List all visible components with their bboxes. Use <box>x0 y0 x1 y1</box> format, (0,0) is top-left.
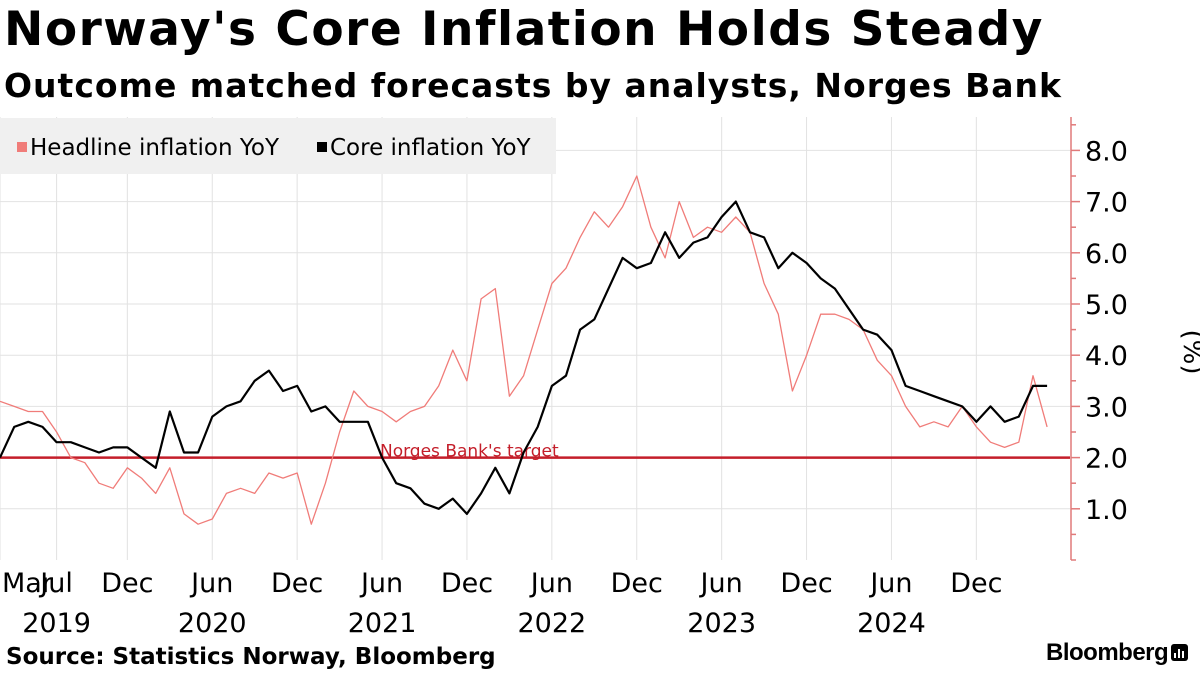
chart-title: Norway's Core Inflation Holds Steady <box>4 2 1044 57</box>
x-tick-label: Dec <box>780 568 832 599</box>
y-tick-label: 6.0 <box>1085 239 1128 270</box>
gridlines <box>0 117 1070 560</box>
legend: Headline inflation YoY Core inflation Yo… <box>0 118 556 174</box>
x-tick-label: Dec <box>271 568 323 599</box>
core-inflation-line <box>0 200 1048 516</box>
y-axis-label: (%) <box>1177 330 1200 375</box>
bloomberg-terminal-icon <box>1171 644 1189 661</box>
y-tick-label: 2.0 <box>1085 444 1128 475</box>
y-tick-label: 1.0 <box>1085 495 1128 526</box>
x-tick-label: Dec <box>950 568 1002 599</box>
source-note: Source: Statistics Norway, Bloomberg <box>6 644 496 670</box>
series-lines <box>0 175 1048 525</box>
y-axis: 1.0 2.0 3.0 4.0 5.0 6.0 7.0 8.0 <box>1070 117 1128 561</box>
x-year-label: 2021 <box>348 608 417 639</box>
y-tick-label: 7.0 <box>1085 188 1128 219</box>
x-tick-label: Jun <box>868 568 912 599</box>
bloomberg-logo: Bloomberg <box>1046 639 1189 667</box>
x-tick-label: Jul <box>38 568 73 599</box>
x-tick-label: Dec <box>101 568 153 599</box>
legend-label-core: Core inflation YoY <box>330 135 532 161</box>
x-year-label: 2019 <box>22 608 91 639</box>
x-tick-label: Jun <box>699 568 743 599</box>
legend-background <box>0 118 556 174</box>
headline-inflation-line <box>0 175 1048 525</box>
x-year-label: 2023 <box>687 608 756 639</box>
x-tick-label: Jun <box>189 568 233 599</box>
target-reference: Norges Bank's target <box>0 442 1070 462</box>
y-tick-label: 8.0 <box>1085 136 1128 167</box>
legend-swatch-headline <box>17 142 27 152</box>
x-tick-label: Mar <box>2 568 54 599</box>
brand-text: Bloomberg <box>1046 639 1169 666</box>
y-tick-label: 3.0 <box>1085 392 1128 423</box>
x-tick-label: Jun <box>359 568 403 599</box>
chart-subtitle: Outcome matched forecasts by analysts, N… <box>4 66 1062 105</box>
y-tick-label: 5.0 <box>1085 290 1128 321</box>
x-tick-label: Dec <box>611 568 663 599</box>
legend-swatch-core <box>317 142 327 152</box>
legend-label-headline: Headline inflation YoY <box>30 135 280 161</box>
x-year-label: 2024 <box>857 608 926 639</box>
x-tick-label: Dec <box>441 568 493 599</box>
target-label: Norges Bank's target <box>380 442 559 462</box>
x-year-label: 2020 <box>178 608 247 639</box>
x-year-label: 2022 <box>517 608 586 639</box>
y-tick-label: 4.0 <box>1085 341 1128 372</box>
x-tick-label: Jun <box>529 568 573 599</box>
